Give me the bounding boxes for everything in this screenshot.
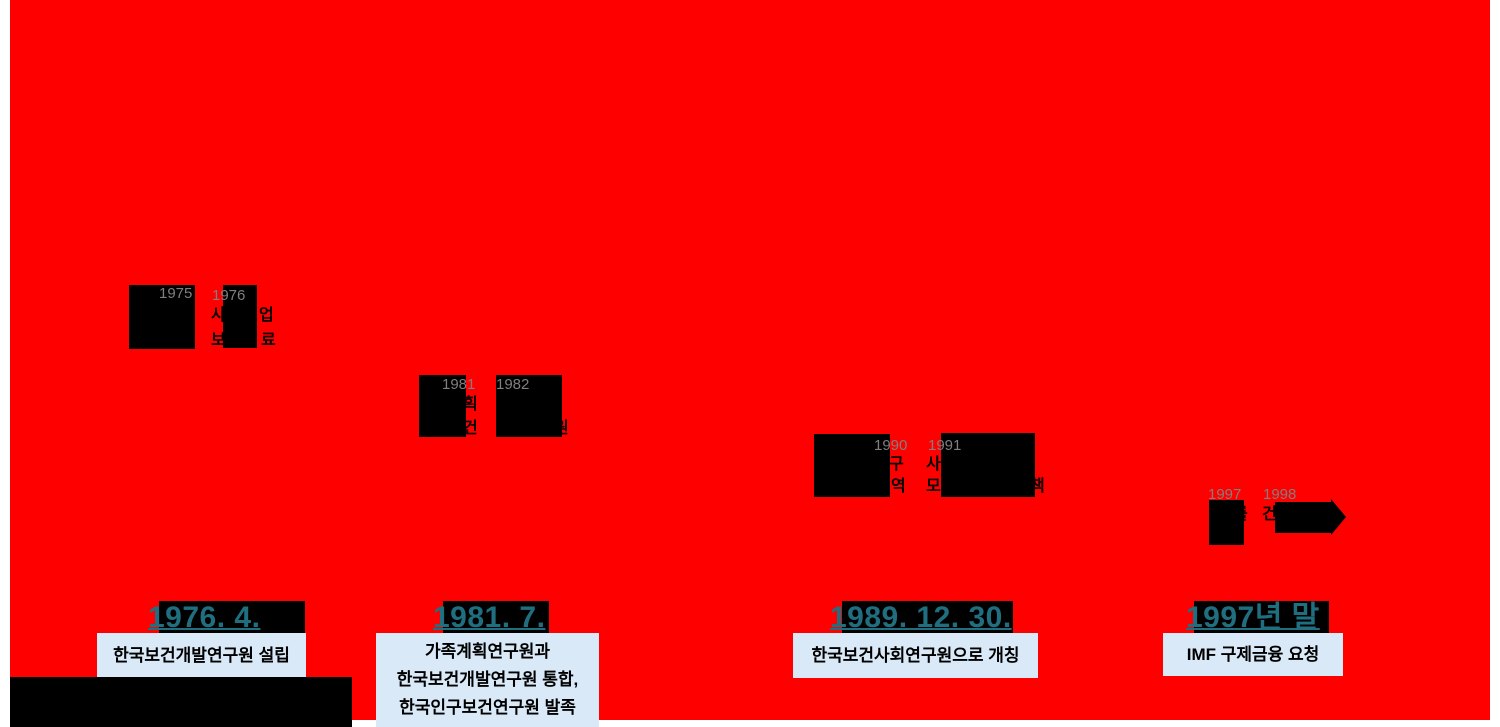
date-highlight xyxy=(842,601,1013,634)
event-date: 1997년 말 xyxy=(1186,601,1320,634)
event-date: 1981. 7. xyxy=(433,601,546,634)
redaction-box xyxy=(223,285,257,348)
redaction-box xyxy=(129,285,195,349)
event-label-line: 한국인구보건연구원 발족 xyxy=(399,698,576,717)
event-date: 1976. 4. xyxy=(148,601,261,634)
text-fragment: 사 xyxy=(211,307,226,324)
text-fragment: 료 xyxy=(261,332,276,349)
redaction-box xyxy=(941,433,1035,497)
year-label: 1976 xyxy=(212,287,246,304)
redaction-box xyxy=(1209,500,1244,545)
year-label: 1982 xyxy=(496,376,530,393)
redaction-box xyxy=(496,375,562,437)
year-label: 1975 xyxy=(159,285,193,302)
event-label-line: 한국보건개발연구원 통합, xyxy=(396,670,579,689)
event-label-line: IMF 구제금융 요청 xyxy=(1186,644,1320,664)
date-highlight xyxy=(159,601,305,634)
text-fragment: 역 xyxy=(891,478,906,495)
arrow-right-shape xyxy=(1275,502,1331,533)
text-fragment: 모 xyxy=(926,478,941,495)
redaction-box xyxy=(419,375,466,437)
event-label-line: 한국보건사회연구원으로 개칭 xyxy=(811,645,1020,665)
text-fragment: 사 xyxy=(926,456,941,473)
year-label: 1998 xyxy=(1263,486,1297,503)
event-label-line: 한국보건개발연구원 설립 xyxy=(113,645,290,665)
text-fragment: 구 xyxy=(889,456,904,473)
text-fragment: 건 xyxy=(463,420,478,437)
text-fragment: 건 xyxy=(1262,506,1277,523)
year-label: 1991 xyxy=(928,437,962,454)
text-fragment: 업 xyxy=(259,307,274,324)
arrow-right-icon xyxy=(1331,499,1346,535)
text-fragment: 획 xyxy=(463,396,478,413)
date-highlight xyxy=(1194,601,1329,634)
redaction-box xyxy=(814,434,890,497)
event-date: 1989. 12. 30. xyxy=(830,601,1012,634)
event-label-box: 가족계획연구원과 한국보건개발연구원 통합, 한국인구보건연구원 발족 xyxy=(376,633,599,727)
event-label-box: 한국보건개발연구원 설립 xyxy=(97,633,306,678)
year-label: 1981 xyxy=(442,376,476,393)
slide-background xyxy=(10,0,1490,720)
date-highlight xyxy=(443,601,549,634)
year-label: 1997 xyxy=(1208,486,1242,503)
event-label-box: 한국보건사회연구원으로 개칭 xyxy=(793,633,1038,678)
event-label-line: 가족계획연구원과 xyxy=(424,642,551,661)
text-fragment: 보 xyxy=(211,332,226,349)
redaction-box-bottom-left xyxy=(10,677,352,727)
year-label: 1990 xyxy=(874,437,908,454)
event-label-box: IMF 구제금융 요청 xyxy=(1163,633,1343,676)
